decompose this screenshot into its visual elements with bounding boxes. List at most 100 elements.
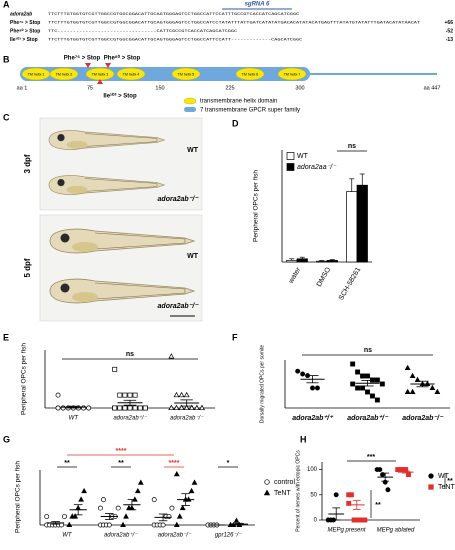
bar xyxy=(356,184,368,263)
data-point xyxy=(106,522,112,528)
mutation-label: Phe⁷⁶ > Stop xyxy=(64,56,101,62)
sequence: TTCTTTGTGGTGTCGTTGGCCGTGGCGGACATTGCAGTGG… xyxy=(48,13,300,17)
bar xyxy=(286,260,298,263)
data-point xyxy=(350,361,356,367)
data-point xyxy=(374,377,380,383)
data-point xyxy=(173,470,180,477)
tm-helix xyxy=(49,67,79,81)
legend-marker xyxy=(428,484,434,490)
x-tick-label: SCH-58261 xyxy=(338,266,362,301)
tm-helix xyxy=(235,67,265,81)
data-point xyxy=(355,369,361,375)
legend-marker xyxy=(264,479,270,485)
x-tick-label: DMSO xyxy=(316,266,333,288)
data-point xyxy=(434,388,441,395)
data-point xyxy=(414,376,421,383)
data-point xyxy=(112,366,118,372)
data-point xyxy=(151,497,157,503)
data-point xyxy=(137,405,143,411)
data-point xyxy=(137,479,144,485)
genotype-label: WT xyxy=(187,253,199,260)
data-point xyxy=(377,467,383,473)
significance: ** xyxy=(64,460,70,467)
data-point xyxy=(360,373,366,379)
data-point xyxy=(362,517,368,523)
legend-marker xyxy=(428,473,434,479)
data-point xyxy=(132,392,138,398)
data-point xyxy=(346,500,352,506)
significance: ns xyxy=(348,143,356,150)
row-label: Ile¹⁰³ > Stop xyxy=(10,37,38,43)
data-point xyxy=(183,404,190,411)
data-point xyxy=(117,405,123,411)
mutation-arrow xyxy=(85,63,91,68)
genotype-label: WT xyxy=(187,147,199,154)
data-point xyxy=(409,372,416,379)
mutation-label: Ile¹⁰³ > Stop xyxy=(103,93,137,100)
x-tick-label: WT xyxy=(62,533,73,539)
data-point xyxy=(333,492,339,498)
panel-label: F xyxy=(232,332,238,342)
bar xyxy=(346,191,358,263)
data-point xyxy=(44,514,50,519)
data-point xyxy=(355,385,361,391)
panel-label: C xyxy=(3,112,10,122)
row-label: adora2ab xyxy=(10,11,32,17)
data-point xyxy=(179,504,186,511)
data-point xyxy=(173,391,180,398)
data-point xyxy=(409,388,416,395)
helix-label: TM helix 4 xyxy=(123,72,140,76)
bar xyxy=(326,260,338,263)
panel-label: D xyxy=(232,118,239,128)
data-point xyxy=(60,405,66,411)
aa-label: 300 xyxy=(295,85,304,91)
mutation-label: Phe⁸⁰ > Stop xyxy=(104,55,141,62)
data-point xyxy=(78,496,85,502)
panel-label: A xyxy=(3,0,10,9)
x-tick-label: MEPg ablated xyxy=(377,528,415,534)
sequence: TTCTTTGTGGTGTCGTTGGCCGTGGCGGACATTGCAGTGG… xyxy=(48,39,303,43)
data-point xyxy=(59,522,64,528)
data-point xyxy=(178,391,185,398)
y-axis-label: Peripheral OPCs per fish xyxy=(253,170,260,242)
data-point xyxy=(360,385,366,391)
data-point xyxy=(160,522,166,528)
panel-label: E xyxy=(3,332,9,342)
mutation-arrow xyxy=(97,79,103,84)
genotype-label: adora2ab⁻/⁻ xyxy=(158,303,200,310)
data-point xyxy=(404,364,411,371)
genotype-label: adora2ab⁻/⁻ xyxy=(158,196,200,203)
data-point xyxy=(123,513,129,519)
x-tick-label: adora2ab⁻/⁻ xyxy=(170,416,204,422)
data-point xyxy=(168,353,175,359)
significance: **** xyxy=(116,448,127,455)
aa-label: 225 xyxy=(225,85,234,91)
legend-swatch xyxy=(286,152,295,160)
data-point xyxy=(127,392,133,398)
helix-label: TM helix 7 xyxy=(284,72,301,76)
legend-label: WT xyxy=(297,153,309,160)
data-point xyxy=(365,389,370,395)
data-point xyxy=(193,404,200,411)
data-point xyxy=(132,405,138,411)
significance: *** xyxy=(367,454,375,461)
data-point xyxy=(122,405,128,411)
helix-label: TM helix 5 xyxy=(178,72,195,76)
significance: ** xyxy=(118,460,124,467)
tm-helix xyxy=(277,67,307,81)
data-point xyxy=(191,479,198,485)
data-point xyxy=(404,388,411,395)
row-label: Phe⁷⁶ > Stop xyxy=(10,20,40,26)
aa-label: aa 447 xyxy=(424,85,441,91)
x-tick-label: adora2ab⁻/⁻ xyxy=(158,533,192,539)
data-point xyxy=(98,505,103,511)
frameshift: +66 xyxy=(445,20,454,26)
legend-label: control xyxy=(274,479,295,486)
y-tick-label: 0 xyxy=(314,518,318,524)
data-point xyxy=(66,521,73,528)
significance: ns xyxy=(126,351,134,358)
data-point xyxy=(188,404,195,411)
data-point xyxy=(117,392,123,398)
